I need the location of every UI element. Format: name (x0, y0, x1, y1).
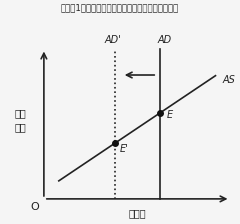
Text: 【図表1】経済危機による総需要曲線の左方シフト: 【図表1】経済危機による総需要曲線の左方シフト (61, 3, 179, 12)
Text: AS: AS (222, 75, 235, 85)
Text: E': E' (120, 144, 128, 154)
Text: O: O (30, 202, 39, 212)
Text: AD: AD (157, 35, 171, 45)
Text: 価格
水準: 価格 水準 (14, 108, 26, 132)
Text: 産出量: 産出量 (128, 208, 146, 218)
Text: AD': AD' (104, 35, 121, 45)
Text: E: E (167, 110, 173, 120)
